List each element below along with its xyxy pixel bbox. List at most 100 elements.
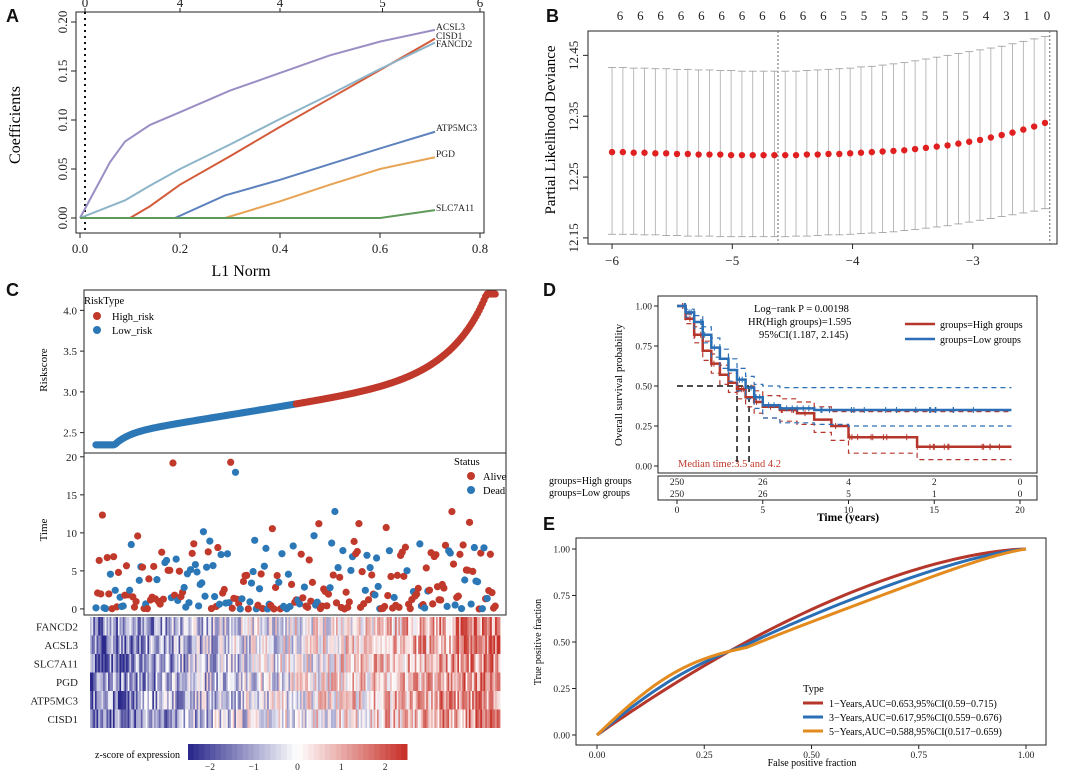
panel-a-toptick-label: 6 [477,0,484,10]
panel-d-risk-cell: 26 [758,478,768,488]
panel-a-toptick-label: 4 [177,0,184,10]
panel-c-heatmap-cell [262,635,265,654]
panel-c-colorbar-cell [341,744,348,760]
panel-c-heatmap-cell [152,617,155,636]
panel-c-heatmap-cell [436,617,439,636]
panel-c-heatmap-cell [427,617,430,636]
panel-c-heatmap-cell [234,691,237,710]
panel-c-time-point [284,570,292,578]
panel-c-time-point [336,573,344,581]
panel-c-heatmap-cell [139,654,142,673]
panel-c-time-point [422,564,430,572]
panel-c-heatmap-cell [339,617,342,636]
panel-c-heatmap-cell [103,672,106,691]
panel-c-heatmap-cell [106,654,109,673]
panel-c-heatmap-cell [309,672,312,691]
panel-b-frame [587,30,1058,245]
panel-c-heatmap-cell [180,635,183,654]
panel-c-time-point [270,605,278,613]
panel-c-heatmap-cell [276,672,279,691]
panel-c-heatmap-cell [185,617,188,636]
panel-c-heatmap-cell [493,654,496,673]
panel-c-heatmap-cell [96,654,99,673]
panel-a-ytick-label: 0.00 [55,207,70,230]
panel-c-time-point [382,523,390,532]
panel-c-colorbar-cell [270,744,277,760]
panel-c-heatmap-cell [424,635,427,654]
panel-c-heatmap-cell [454,672,457,691]
panel-c-heatmap-cell [336,691,339,710]
panel-c-heatmap-cell [368,709,371,728]
panel-c-heatmap-cell [345,617,348,636]
panel-c-heatmap-cell [186,635,189,654]
panel-c-heatmap-cell [345,672,348,691]
panel-c-heatmap-cell [254,672,257,691]
panel-c-heatmap-cell [209,672,212,691]
panel-c-heatmap-cell [449,635,452,654]
panel-c-heatmap-cell [168,617,171,636]
panel-c-heatmap-cell [372,691,375,710]
panel-c-heatmap-cell [431,691,434,710]
panel-c-heatmap-cell [488,691,491,710]
panel-c-time-point [310,532,318,540]
panel-d-xtick-label: 5 [760,506,765,516]
panel-c-heatmap-cell [103,635,106,654]
panel-c-heatmap-cell [373,709,376,728]
panel-d-risk-table-frame [657,475,1038,501]
panel-c-colorbar-cell [220,744,227,760]
panel-c-time-point [257,570,265,578]
panel-c-heatmap-cell [349,672,352,691]
panel-c-heatmap-cell [122,654,125,673]
panel-c-heatmap-cell [147,617,150,636]
panel-c-heatmap-cell [135,709,138,728]
panel-c-time-point [324,590,333,598]
panel-c-heatmap-cell [422,709,425,728]
panel-c-heatmap-cell [331,617,334,636]
panel-c-heatmap-cell [295,635,298,654]
panel-c-heatmap-cell [452,691,455,710]
panel-c-heatmap-cell [186,617,189,636]
panel-c-heatmap-cell [260,691,263,710]
panel-c-heatmap-cell [162,635,165,654]
panel-c-heatmap-cell [442,617,445,636]
panel-c-heatmap-cell [281,654,284,673]
panel-c-heatmap-cell [431,672,434,691]
panel-c-heatmap-cell [167,691,170,710]
panel-c-heatmap-cell [175,672,178,691]
panel-c-heatmap-cell [283,617,286,636]
panel-c-heatmap-cell [191,672,194,691]
panel-c-heatmap-cell [258,691,261,710]
panel-c-heatmap-cell [242,654,245,673]
panel-c-heatmap-cell [380,654,383,673]
panel-c-time-point [223,550,232,558]
panel-c-heatmap-cell [326,617,329,636]
panel-c-heatmap-cell [96,617,99,636]
panel-c-heatmap-cell [488,617,491,636]
panel-c-heatmap-cell [272,617,275,636]
panel-c-heatmap-cell [104,709,107,728]
panel-c-heatmap-cell [422,654,425,673]
panel-c-heatmap-cell [140,672,143,691]
panel-c-heatmap-cell [244,654,247,673]
panel-c-heatmap-cell [339,709,342,728]
panel-c-heatmap-cell [124,709,127,728]
panel-c-heatmap-cell [360,617,363,636]
panel-c-heatmap-cell [304,691,307,710]
panel-c-heatmap-cell [214,617,217,636]
panel-c-heatmap-cell [194,672,197,691]
panel-c-heatmap-cell [280,709,283,728]
panel-c-heatmap-cell [117,709,120,728]
panel-c-heatmap-cell [185,672,188,691]
panel-c-heatmap-cell [299,654,302,673]
panel-c-heatmap-cell [398,709,401,728]
panel-c-heatmap-cell [326,635,329,654]
panel-c-heatmap-cell [216,654,219,673]
panel-c-heatmap-cell [270,691,273,710]
panel-c-heatmap-cell [380,672,383,691]
panel-c-time-point [268,525,276,533]
panel-c-heatmap-cell [398,635,401,654]
panel-d-hr: HR(High groups)=1.595 [748,317,851,328]
panel-c-colorbar-cell [193,744,200,760]
panel-c-heatmap-cell [99,654,102,673]
panel-c-heatmap-cell [391,654,394,673]
